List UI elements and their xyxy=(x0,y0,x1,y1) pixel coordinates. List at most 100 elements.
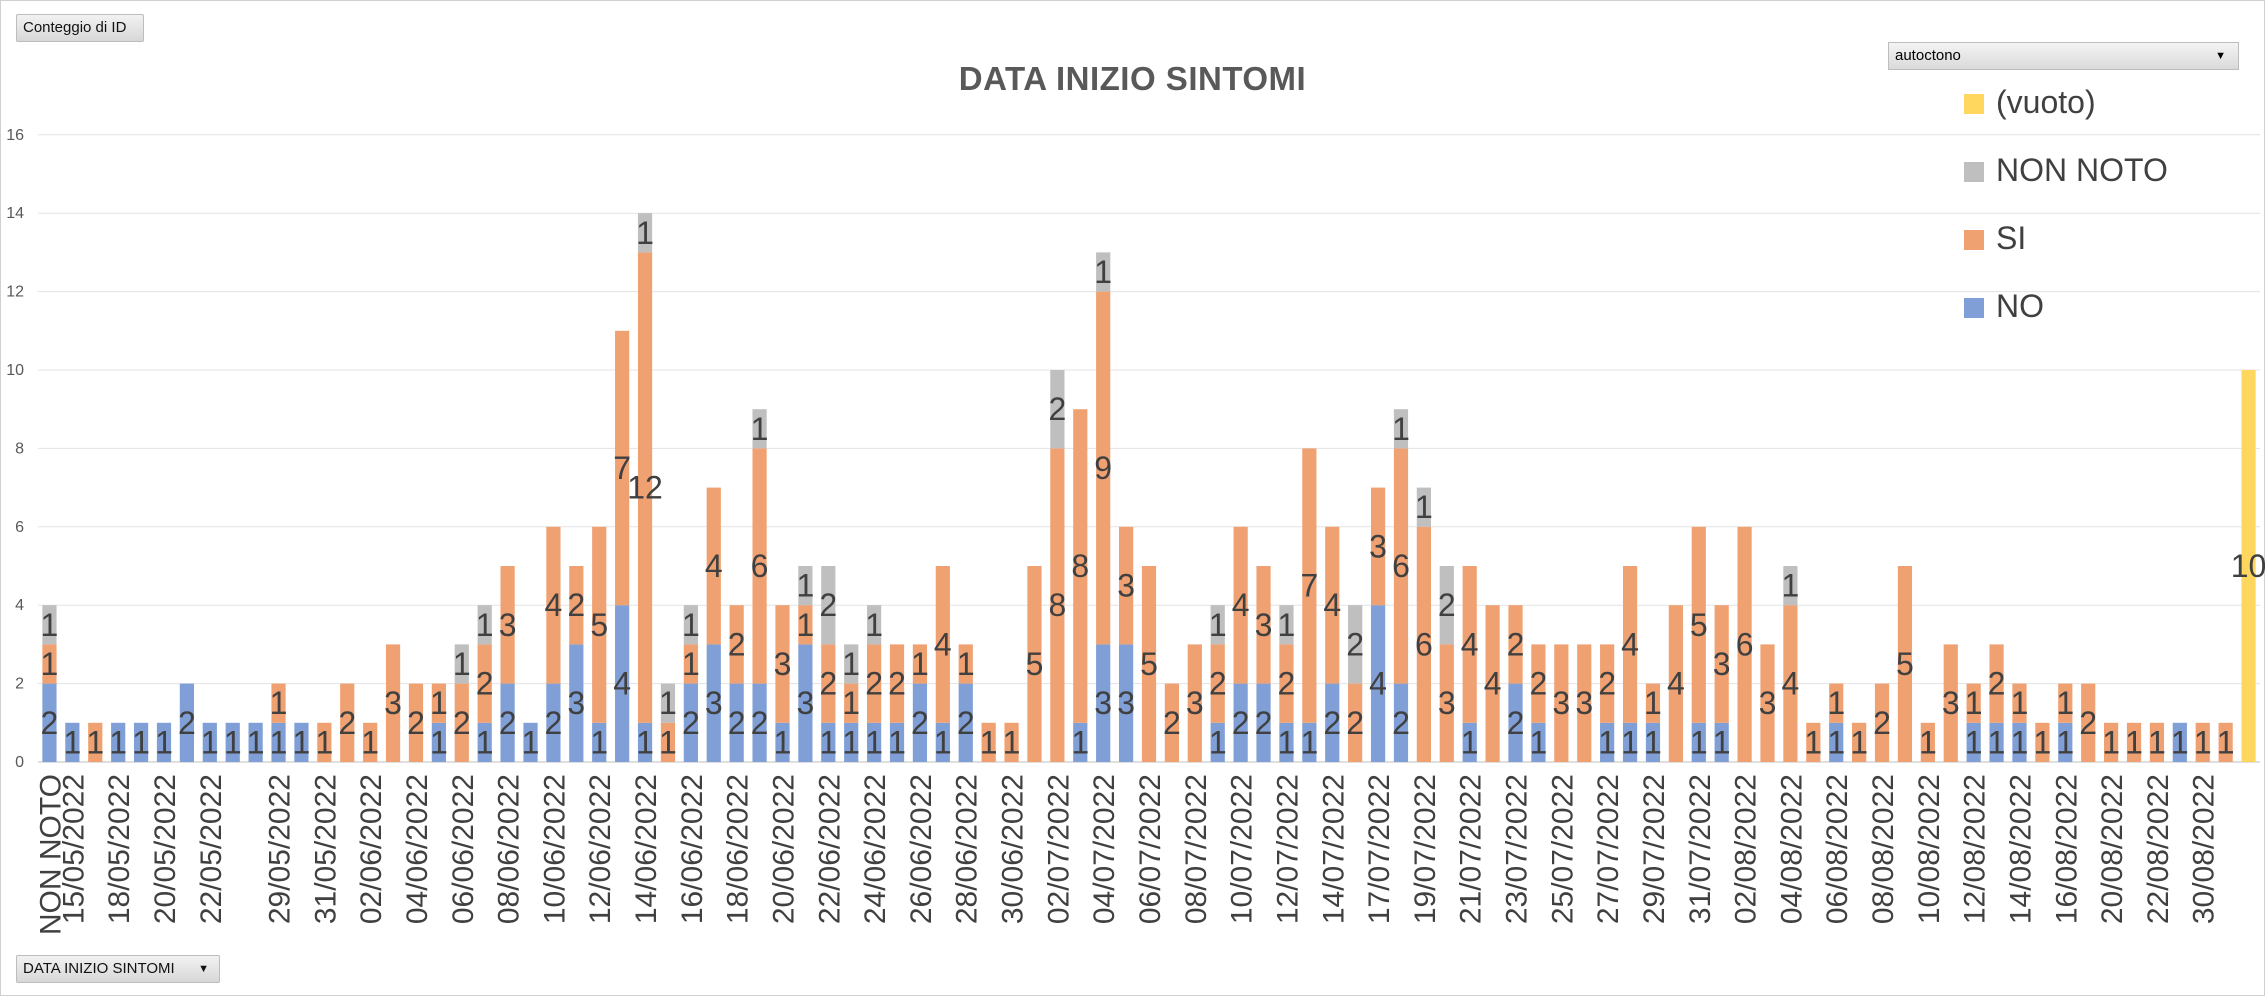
data-label: 2 xyxy=(567,587,585,623)
bar-segment xyxy=(1096,252,1111,292)
bar-segment xyxy=(1691,526,1706,723)
data-label: 3 xyxy=(1575,685,1593,721)
bar-segment xyxy=(1737,526,1752,762)
bar-segment xyxy=(408,683,424,762)
bar-segment xyxy=(706,644,721,762)
date-field-button[interactable]: DATA INIZIO SINTOMI ▼ xyxy=(16,955,220,983)
data-label: 2 xyxy=(178,705,196,741)
bar-segment xyxy=(2241,370,2256,762)
chevron-down-icon[interactable]: ▼ xyxy=(198,963,209,975)
data-label: 4 xyxy=(1323,587,1341,623)
data-label: 3 xyxy=(1438,685,1456,721)
data-label: 1 xyxy=(1003,724,1021,760)
bar-segment xyxy=(2149,722,2165,762)
bar-segment xyxy=(1829,722,1844,762)
bar-segment xyxy=(1096,644,1111,762)
y-tick-label: 4 xyxy=(15,597,24,614)
x-tick-label: 12/07/2022 xyxy=(1271,774,1304,924)
data-label: 7 xyxy=(1300,568,1318,604)
filter-dropdown[interactable]: autoctono ▼ xyxy=(1888,42,2239,70)
data-label: 2 xyxy=(499,705,517,741)
bar-segment xyxy=(271,722,286,762)
y-tick-label: 16 xyxy=(6,127,24,144)
legend-item: (vuoto) xyxy=(1964,84,2224,124)
bar-segment xyxy=(1370,487,1386,606)
bar-segment xyxy=(1233,683,1248,762)
data-label: 1 xyxy=(774,724,792,760)
data-label: 1 xyxy=(430,724,448,760)
bar-segment xyxy=(1439,566,1454,645)
data-label: 2 xyxy=(1278,666,1296,702)
data-label: 1 xyxy=(1644,685,1662,721)
data-label: 2 xyxy=(682,705,700,741)
x-tick-label: 16/08/2022 xyxy=(2050,774,2083,924)
bar-segment xyxy=(2012,683,2027,723)
data-label: 4 xyxy=(1621,626,1639,662)
bar-segment xyxy=(2195,722,2210,762)
legend-label: NON NOTO xyxy=(1996,152,2168,188)
data-label: 2 xyxy=(1438,587,1456,623)
x-tick-label: 08/06/2022 xyxy=(493,774,526,924)
bar-segment xyxy=(1141,566,1157,762)
data-label: 8 xyxy=(1048,587,1066,623)
bar-segment xyxy=(431,683,446,723)
data-label: 4 xyxy=(1461,626,1479,662)
y-tick-label: 10 xyxy=(6,362,24,379)
data-label: 4 xyxy=(1369,666,1387,702)
legend-label: (vuoto) xyxy=(1996,84,2096,120)
bar-segment xyxy=(1050,370,1065,449)
x-tick-label: 16/06/2022 xyxy=(676,774,709,924)
bar-segment xyxy=(546,526,561,684)
x-tick-label: 18/05/2022 xyxy=(103,774,136,924)
bar-segment xyxy=(935,722,950,762)
data-label: 3 xyxy=(1094,685,1112,721)
data-label: 1 xyxy=(1621,724,1639,760)
data-label: 1 xyxy=(1209,724,1227,760)
data-label: 2 xyxy=(888,666,906,702)
data-label: 1 xyxy=(430,685,448,721)
data-label: 1 xyxy=(1598,724,1616,760)
legend-label: NO xyxy=(1996,288,2044,324)
data-label: 1 xyxy=(109,724,127,760)
y-tick-label: 12 xyxy=(6,284,24,301)
bar-segment xyxy=(454,683,469,762)
bar-segment xyxy=(798,566,813,606)
x-tick-label: 10/06/2022 xyxy=(538,774,571,924)
bar-segment xyxy=(798,644,813,762)
bar-segment xyxy=(1279,605,1294,645)
data-label: 1 xyxy=(2102,724,2120,760)
bar-segment xyxy=(294,722,309,762)
bar-segment xyxy=(1874,683,1890,762)
data-label: 1 xyxy=(522,724,540,760)
data-label: 4 xyxy=(1484,666,1502,702)
bar-segment xyxy=(1622,566,1638,723)
count-field-button[interactable]: Conteggio di ID xyxy=(16,14,144,42)
data-label: 3 xyxy=(1552,685,1570,721)
data-label: 3 xyxy=(1186,685,1204,721)
data-label: 7 xyxy=(613,450,631,486)
bar-segment xyxy=(1645,683,1661,723)
x-tick-label: 06/08/2022 xyxy=(1821,774,1854,924)
bar-segment xyxy=(1852,722,1867,762)
legend-swatch xyxy=(1964,94,1984,114)
data-label: 4 xyxy=(1782,666,1800,702)
data-label: 1 xyxy=(842,724,860,760)
chevron-down-icon[interactable]: ▼ xyxy=(2215,50,2226,62)
x-tick-label: 04/06/2022 xyxy=(401,774,434,924)
x-tick-label: 02/06/2022 xyxy=(355,774,388,924)
bar-segment xyxy=(500,683,515,762)
data-label: 6 xyxy=(751,548,769,584)
bar-segment xyxy=(592,526,607,723)
data-label: 1 xyxy=(1919,724,1937,760)
bar-segment xyxy=(912,644,928,684)
bar-segment xyxy=(1096,291,1111,645)
bar-segment xyxy=(1416,487,1431,527)
data-label: 1 xyxy=(957,646,975,682)
bar-segment xyxy=(1508,683,1523,762)
x-tick-label: 12/06/2022 xyxy=(584,774,617,924)
data-label: 5 xyxy=(1140,646,1158,682)
data-label: 1 xyxy=(682,646,700,682)
bar-segment xyxy=(202,722,217,762)
bar-segment xyxy=(1210,605,1225,645)
data-label: 2 xyxy=(911,705,929,741)
